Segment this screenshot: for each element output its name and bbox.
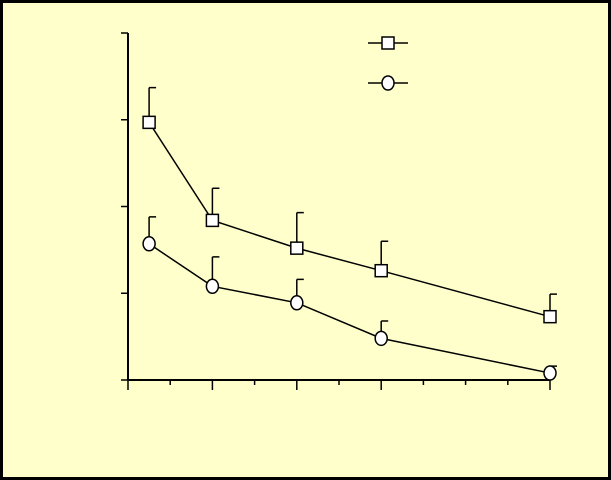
marker	[290, 295, 304, 311]
marker	[205, 213, 220, 228]
marker	[205, 278, 220, 295]
marker	[543, 309, 557, 324]
marker	[142, 115, 156, 130]
legend-marker	[381, 36, 395, 50]
marker	[543, 365, 557, 381]
marker	[374, 330, 388, 347]
marker	[142, 236, 156, 252]
legend-marker	[381, 75, 395, 91]
marker	[374, 263, 388, 278]
marker	[290, 241, 304, 255]
